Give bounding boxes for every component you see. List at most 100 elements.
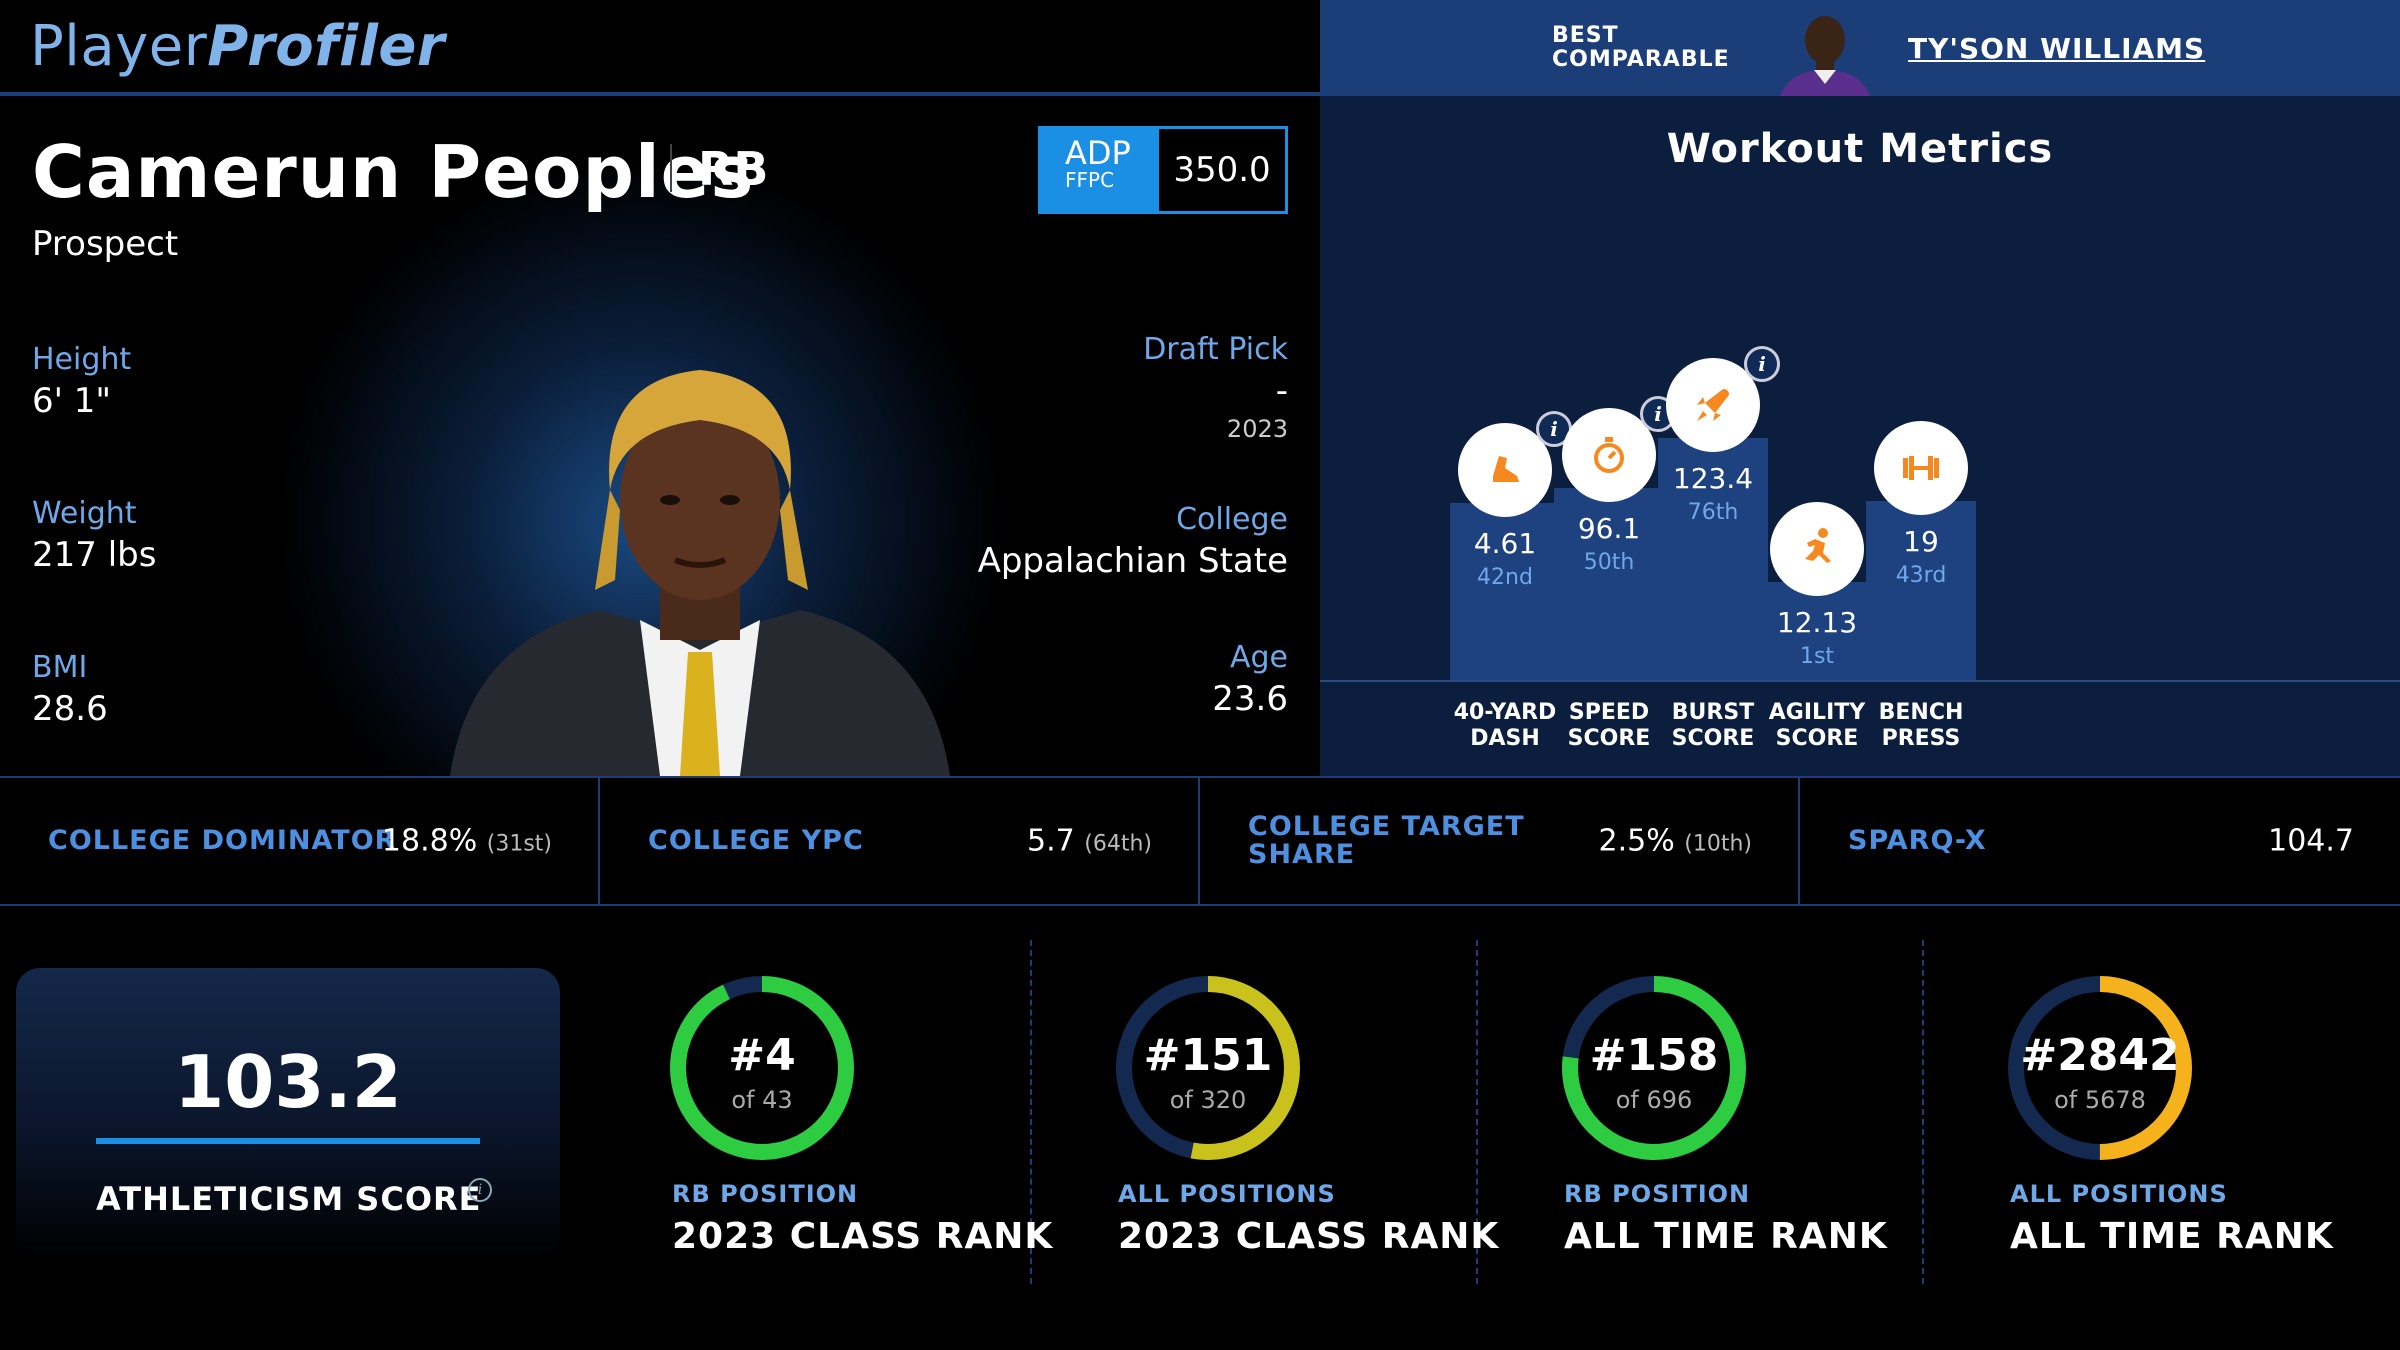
rank-title: 2023 CLASS RANK xyxy=(1118,1216,1500,1257)
metric-value: 123.4 xyxy=(1672,461,1754,495)
divider xyxy=(1476,940,1478,1284)
rank-title: ALL TIME RANK xyxy=(2010,1216,2334,1257)
donut-fill xyxy=(670,976,854,1160)
info-icon[interactable]: i xyxy=(468,1178,492,1202)
adp-label: ADP xyxy=(1065,134,1131,172)
rank-number: #4 xyxy=(728,1030,796,1081)
player-photo xyxy=(430,340,970,776)
college-stats-row: COLLEGE DOMINATOR 18.8% (31st) COLLEGE Y… xyxy=(0,776,2400,906)
height-stat: Height 6' 1" xyxy=(32,342,132,421)
metric-label-line: SPEED xyxy=(1568,700,1650,725)
rank-card: #158 of 696 RB POSITION ALL TIME RANK xyxy=(1472,940,1918,1284)
rank-subtitle: RB POSITION xyxy=(1564,1180,1751,1208)
metric-label: SPEED SCORE xyxy=(1519,700,1699,752)
rocket-icon xyxy=(1666,357,1760,452)
rank-donut xyxy=(1562,976,1746,1160)
rank-card: #2842 of 5678 ALL POSITIONS ALL TIME RANK xyxy=(1918,940,2364,1284)
metric-label-line: SCORE xyxy=(1775,726,1859,751)
athleticism-score-value: 103.2 xyxy=(174,1040,402,1124)
playerprofiler-logo[interactable]: PlayerProfiler xyxy=(30,14,445,79)
sparq-x-stat: SPARQ-X 104.7 xyxy=(1848,823,2354,859)
player-profile-panel: Camerun Peoples RB Prospect ADP FFPC 350… xyxy=(0,100,1320,776)
metric-bench: 19 43rd BENCH PRESS xyxy=(1866,96,1976,751)
metric-bar xyxy=(1450,503,1560,680)
logo-text-player: Player xyxy=(30,14,208,79)
metric-label-line: PRESS xyxy=(1881,726,1961,751)
age-stat: Age 23.6 xyxy=(1212,640,1288,719)
rank-total: of 5678 xyxy=(2054,1086,2146,1114)
metric-rank: 42nd xyxy=(1477,565,1533,591)
rank-total: of 320 xyxy=(1169,1086,1247,1114)
metric-bar xyxy=(1554,487,1664,680)
metric-agility: 12.13 1st AGILITY SCORE xyxy=(1762,96,1872,751)
adp-value: 350.0 xyxy=(1159,129,1285,211)
metric-rank: 50th xyxy=(1583,549,1635,575)
rank-total: of 43 xyxy=(731,1086,793,1114)
metric-label-line: SCORE xyxy=(1567,726,1651,751)
metric-value: 12.13 xyxy=(1776,606,1858,640)
metric-bar xyxy=(1866,501,1976,680)
barbell-icon xyxy=(1874,421,1968,516)
metric-label-line: SCORE xyxy=(1671,726,1755,751)
metric-rank: 1st xyxy=(1799,644,1835,670)
stopwatch-icon xyxy=(1562,407,1656,502)
metric-value: 19 xyxy=(1903,525,1939,559)
rank-card: #151 of 320 ALL POSITIONS 2023 CLASS RANK xyxy=(1026,940,1498,1284)
runner-icon xyxy=(1770,502,1864,597)
best-comparable-link[interactable]: TY'SON WILLIAMS xyxy=(1908,32,2206,65)
donut-fill xyxy=(1562,976,1746,1160)
metric-rank: 76th xyxy=(1687,499,1739,525)
shoe-icon xyxy=(1458,423,1552,518)
workout-metrics-panel: Workout Metrics 4.61 42nd i 40-YARD DASH 96.1… xyxy=(1320,96,2400,776)
athleticism-score-label: ATHLETICISM SCORE xyxy=(96,1180,482,1218)
college-ypc-stat: COLLEGE YPC 5.7 (64th) xyxy=(600,778,1200,904)
donut-fill xyxy=(1116,976,1300,1160)
rank-subtitle: ALL POSITIONS xyxy=(1118,1180,1336,1208)
player-position: RB xyxy=(698,142,769,196)
rank-card: #4 of 43 RB POSITION 2023 CLASS RANK xyxy=(580,940,1052,1284)
college-dominator-stat: COLLEGE DOMINATOR 18.8% (31st) xyxy=(0,778,600,904)
rank-donut xyxy=(670,976,854,1160)
info-icon[interactable]: i xyxy=(1744,345,1780,382)
rank-number: #151 xyxy=(1143,1030,1273,1081)
weight-stat: Weight 217 lbs xyxy=(32,496,157,575)
rank-donut xyxy=(1116,976,1300,1160)
metric-40-yard: 4.61 42nd i 40-YARD DASH xyxy=(1450,96,1572,751)
metric-label-line: AGILITY xyxy=(1768,700,1866,725)
athleticism-underline xyxy=(96,1138,480,1144)
divider xyxy=(1030,940,1032,1284)
divider xyxy=(1922,940,1924,1284)
college-target-share-stat: COLLEGE TARGET SHARE 2.5% (10th) xyxy=(1200,778,1800,904)
draft-pick-stat: Draft Pick - 2023 xyxy=(1143,332,1288,443)
rank-number: #158 xyxy=(1589,1030,1719,1081)
metric-value: 4.61 xyxy=(1473,527,1537,561)
adp-source: FFPC xyxy=(1065,168,1115,192)
rank-total: of 696 xyxy=(1615,1086,1693,1114)
adp-badge: ADP FFPC 350.0 xyxy=(1038,126,1288,214)
metric-label-line: BENCH xyxy=(1878,700,1964,725)
metric-label: BENCH PRESS xyxy=(1831,700,2011,752)
best-comparable-label: BEST COMPARABLE xyxy=(1552,23,1730,72)
metric-label: AGILITY SCORE xyxy=(1727,700,1907,752)
chart-baseline xyxy=(1320,680,2400,682)
comparable-player-avatar xyxy=(1770,8,1880,96)
college-stat: College Appalachian State xyxy=(977,502,1288,581)
divider xyxy=(670,144,672,192)
metric-label: BURST SCORE xyxy=(1623,700,1803,752)
metric-value: 96.1 xyxy=(1577,511,1641,545)
rank-number: #2842 xyxy=(2020,1030,2180,1081)
athleticism-score-card: 103.2 ATHLETICISM SCORE i xyxy=(16,968,560,1258)
rank-donut xyxy=(2008,976,2192,1160)
metric-speed: 96.1 50th i SPEED SCORE xyxy=(1554,96,1676,751)
logo-text-profiler: Profiler xyxy=(207,14,446,79)
rank-title: 2023 CLASS RANK xyxy=(672,1216,1054,1257)
workout-metrics-title: Workout Metrics xyxy=(1666,126,2054,172)
player-name: Camerun Peoples xyxy=(32,130,755,214)
best-comparable-bar: BEST COMPARABLE TY'SON WILLIAMS xyxy=(1320,0,2400,96)
metric-label-line: 40-YARD xyxy=(1453,700,1557,725)
metric-label-line: BURST xyxy=(1671,700,1755,725)
metric-bar xyxy=(1762,582,1872,680)
player-status: Prospect xyxy=(32,224,179,264)
metric-burst: 123.4 76th i BURST SCORE xyxy=(1658,96,1780,751)
metric-rank: 43rd xyxy=(1895,563,1947,589)
